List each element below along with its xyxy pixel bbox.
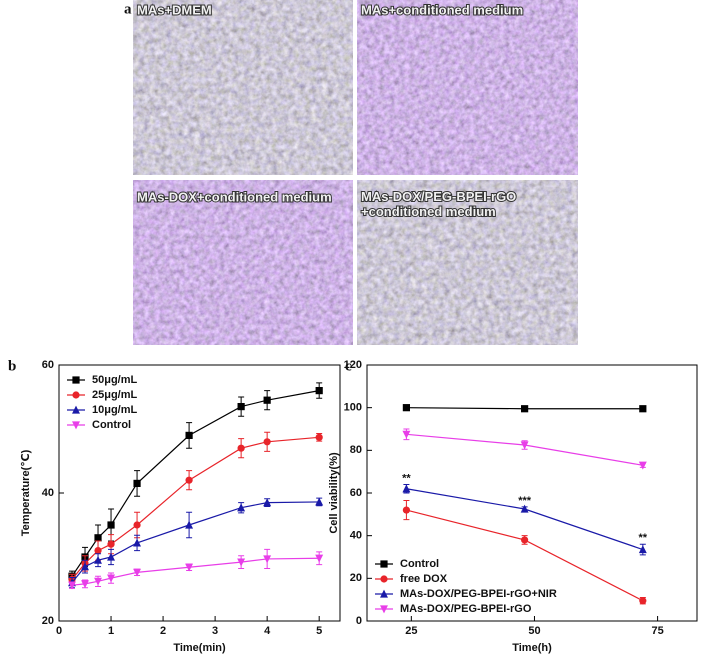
marker [263, 396, 271, 404]
marker [263, 438, 271, 446]
x-tick-label: 25 [405, 625, 417, 637]
panel-label: a [124, 1, 132, 17]
marker [402, 484, 411, 493]
marker [402, 404, 411, 412]
marker [315, 554, 324, 563]
marker [94, 577, 102, 586]
y-tick-label: 40 [42, 487, 54, 499]
x-tick-label: 50 [528, 625, 540, 637]
y-tick-label: 40 [350, 530, 362, 542]
significance-label: *** [518, 495, 532, 507]
marker [133, 538, 142, 547]
marker [237, 403, 245, 411]
significance-label: ** [639, 532, 648, 544]
micrograph [357, 0, 578, 175]
micrograph [357, 180, 578, 345]
y-axis-label: Temperature(℃) [20, 449, 32, 536]
x-tick-label: 75 [651, 625, 663, 637]
marker [263, 555, 272, 564]
panel-label: b [8, 358, 16, 374]
marker [94, 534, 102, 542]
marker [107, 574, 115, 583]
y-axis-label: Cell viability(%) [328, 452, 340, 534]
marker [380, 589, 388, 598]
marker [521, 536, 529, 544]
marker [133, 568, 142, 577]
marker [380, 560, 388, 568]
image-caption: MAs+conditioned medium [361, 2, 523, 17]
x-tick-label: 3 [212, 625, 218, 637]
marker [402, 430, 411, 439]
x-tick-label: 2 [160, 625, 166, 637]
micrograph [133, 180, 353, 345]
marker [638, 545, 647, 554]
x-tick-label: 1 [108, 625, 114, 637]
marker [521, 405, 529, 413]
marker [315, 497, 324, 506]
y-tick-label: 60 [350, 487, 362, 499]
legend-label: 50μg/mL [92, 374, 138, 386]
image-caption: MAs+DMEM [137, 2, 212, 17]
marker [520, 504, 529, 513]
panel-label: c [345, 358, 352, 374]
marker [315, 433, 323, 441]
marker [185, 431, 193, 439]
legend-label: 10μg/mL [92, 404, 138, 416]
marker [638, 461, 647, 470]
marker [380, 605, 388, 614]
legend-label: MAs-DOX/PEG-BPEI-rGO [400, 603, 532, 615]
image-caption: MAs-DOX/PEG-BPEI-rGO +conditioned medium [361, 189, 516, 219]
marker [263, 498, 272, 507]
significance-label: ** [402, 472, 411, 484]
marker [94, 547, 102, 555]
marker [81, 562, 89, 571]
marker [94, 555, 102, 564]
y-tick-label: 20 [350, 572, 362, 584]
marker [68, 581, 76, 590]
marker [639, 405, 647, 413]
marker [72, 405, 80, 414]
marker [107, 552, 115, 561]
y-tick-label: 60 [42, 359, 54, 371]
marker [133, 479, 141, 487]
y-tick-label: 120 [344, 359, 362, 371]
marker [380, 575, 388, 583]
y-tick-label: 100 [344, 402, 362, 414]
y-tick-label: 20 [42, 615, 54, 627]
x-tick-label: 4 [264, 625, 271, 637]
marker [237, 444, 245, 452]
series-line [71, 557, 320, 586]
x-axis-label: Time(min) [173, 642, 226, 654]
x-axis-label: Time(h) [512, 642, 552, 654]
legend-label: Control [92, 419, 131, 431]
legend-label: free DOX [400, 573, 448, 585]
legend-label: MAs-DOX/PEG-BPEI-rGO+NIR [400, 588, 557, 600]
marker [72, 421, 80, 430]
marker [133, 521, 141, 529]
series-line [406, 433, 643, 466]
legend-label: 25μg/mL [92, 389, 138, 401]
marker [402, 506, 411, 514]
marker [185, 520, 194, 529]
marker [107, 521, 115, 529]
marker [185, 476, 193, 484]
marker [315, 387, 323, 395]
marker [237, 503, 246, 512]
legend-label: Control [400, 558, 439, 570]
marker [72, 391, 80, 399]
micrograph [133, 0, 353, 175]
marker [237, 558, 246, 567]
marker [107, 540, 115, 548]
marker [520, 441, 529, 450]
y-tick-label: 80 [350, 444, 362, 456]
y-tick-label: 0 [356, 615, 362, 627]
marker [639, 597, 647, 605]
x-tick-label: 5 [316, 625, 322, 637]
marker [185, 563, 194, 572]
x-tick-label: 0 [56, 625, 62, 637]
marker [72, 376, 80, 384]
image-caption: MAs-DOX+conditioned medium [137, 189, 332, 204]
marker [81, 580, 89, 589]
